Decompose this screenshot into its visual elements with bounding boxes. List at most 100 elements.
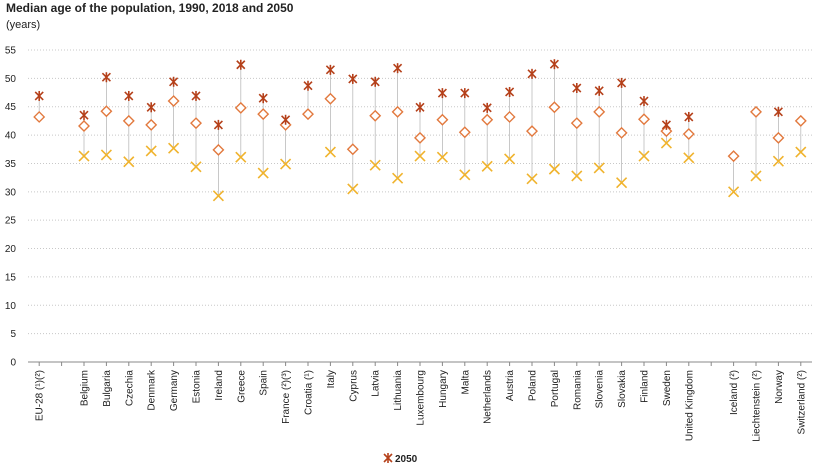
cross-stroke	[638, 150, 650, 162]
data-point	[145, 118, 158, 131]
data-point	[437, 88, 447, 99]
diamond-shape	[682, 127, 695, 140]
x-tick-label: Hungary	[438, 370, 449, 408]
y-tick-label: 40	[5, 131, 17, 142]
data-point	[504, 153, 516, 165]
data-point	[124, 90, 134, 101]
data-point	[660, 137, 672, 149]
y-tick-label: 0	[10, 358, 16, 369]
data-point	[527, 68, 537, 79]
data-point	[257, 167, 269, 179]
data-point	[212, 143, 225, 156]
data-point	[684, 111, 694, 122]
cross-stroke	[123, 156, 135, 168]
data-point	[257, 108, 270, 121]
diamond-shape	[727, 150, 740, 163]
data-point	[415, 102, 425, 113]
diamond-shape	[122, 114, 135, 127]
data-point	[78, 120, 90, 133]
data-point	[169, 76, 179, 87]
data-point	[548, 163, 560, 175]
data-point	[370, 76, 380, 87]
diamond-shape	[324, 92, 337, 105]
data-point	[235, 151, 247, 163]
cross-stroke	[481, 160, 493, 172]
x-tick-label: Croatia (¹)	[304, 370, 315, 415]
x-tick-label: Belgium	[80, 370, 91, 406]
cross-stroke	[660, 137, 672, 149]
diamond-shape	[615, 126, 628, 139]
data-point	[727, 150, 740, 163]
data-point	[458, 126, 471, 139]
cross-stroke	[347, 183, 359, 195]
data-point	[750, 170, 762, 182]
diamond-shape	[391, 105, 404, 118]
data-point	[145, 145, 157, 157]
x-tick-label: EU-28 (¹)(²)	[35, 370, 46, 421]
x-tick-label: Cyprus	[348, 370, 359, 402]
cross-stroke	[459, 169, 471, 181]
diamond-shape	[33, 110, 46, 123]
x-tick-label: Slovenia	[595, 370, 606, 409]
data-point	[750, 105, 762, 118]
cross-stroke	[616, 177, 628, 189]
data-point	[481, 160, 493, 172]
diamond-shape	[234, 101, 247, 114]
x-tick-label: Slovakia	[617, 370, 628, 408]
x-tick-label: United Kingdom	[684, 370, 695, 441]
legend-label: 2050	[395, 454, 418, 465]
diamond-shape	[660, 125, 673, 138]
diamond-shape	[458, 126, 471, 139]
data-point	[302, 108, 314, 121]
cross-stroke	[190, 161, 202, 173]
chart-subtitle: (years)	[6, 19, 40, 31]
data-point	[638, 150, 650, 162]
data-point	[101, 72, 111, 83]
data-point	[324, 146, 336, 158]
cross-stroke	[526, 173, 538, 185]
x-tick-label: Iceland (²)	[729, 370, 740, 415]
cross-stroke	[100, 149, 112, 161]
x-tick-label: Malta	[460, 370, 471, 395]
x-tick-label: Luxembourg	[416, 370, 427, 426]
data-point	[794, 114, 807, 127]
data-point	[369, 159, 381, 171]
data-point	[213, 119, 223, 130]
data-point	[414, 150, 426, 162]
cross-stroke	[145, 145, 157, 157]
data-point	[79, 110, 89, 121]
cross-stroke	[369, 159, 381, 171]
data-point	[391, 105, 404, 118]
data-point	[258, 93, 268, 104]
data-point	[281, 114, 291, 125]
diamond-shape	[257, 108, 270, 121]
data-point	[369, 109, 382, 122]
data-point	[191, 90, 201, 101]
diamond-shape	[78, 120, 90, 133]
y-tick-label: 20	[5, 244, 17, 255]
data-point	[393, 63, 403, 74]
cross-stroke	[571, 170, 583, 182]
data-point	[728, 186, 740, 198]
data-point	[638, 113, 650, 126]
x-tick-label: Norway	[774, 370, 785, 404]
cross-stroke	[392, 172, 404, 184]
cross-stroke	[257, 167, 269, 179]
diamond-shape	[503, 110, 516, 123]
diamond-shape	[772, 131, 785, 144]
data-point	[683, 152, 695, 164]
data-point	[236, 59, 246, 70]
data-point	[661, 119, 671, 130]
cross-stroke	[795, 146, 807, 158]
data-point	[436, 113, 449, 126]
data-point	[190, 161, 202, 173]
diamond-shape	[481, 113, 494, 126]
data-point	[772, 131, 785, 144]
x-tick-label: Greece	[236, 370, 247, 403]
data-point	[78, 150, 90, 162]
data-point	[593, 162, 605, 174]
data-point	[392, 172, 404, 184]
data-point	[503, 110, 516, 123]
data-point	[348, 73, 358, 84]
data-point	[346, 143, 359, 156]
